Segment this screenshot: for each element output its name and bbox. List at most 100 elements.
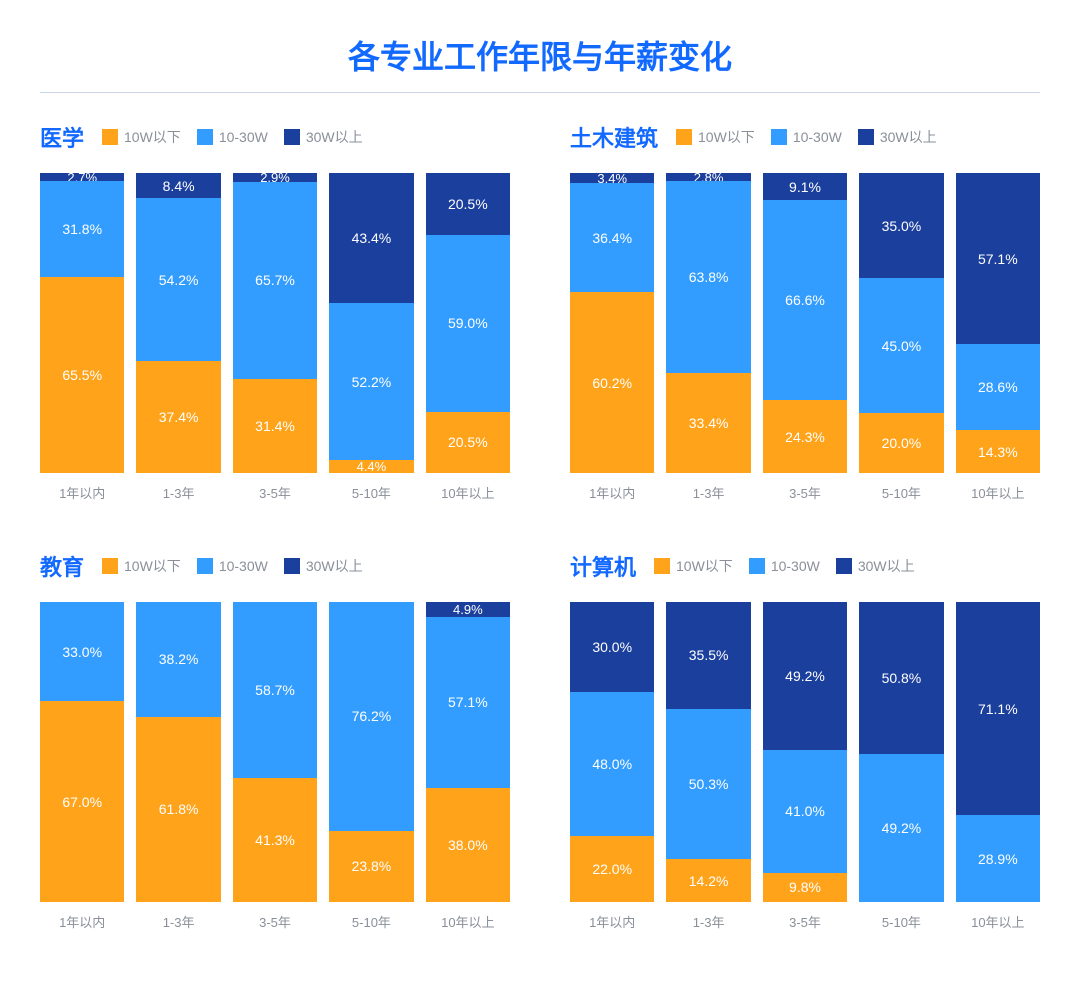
bar-column: 67.0%33.0%: [40, 602, 124, 902]
legend-label: 10-30W: [793, 129, 842, 145]
legend-swatch: [858, 129, 874, 145]
bar-segment-high: 20.5%: [426, 173, 510, 235]
chart-panel: 土木建筑10W以下10-30W30W以上60.2%36.4%3.4%33.4%6…: [570, 121, 1040, 502]
legend-label: 30W以上: [306, 127, 363, 147]
segment-value-label: 24.3%: [785, 429, 825, 445]
bar-column: 33.4%63.8%2.8%: [666, 173, 750, 473]
segment-value-label: 60.2%: [592, 375, 632, 391]
bar-segment-high: 8.4%: [136, 173, 220, 198]
segment-value-label: 4.4%: [357, 460, 387, 473]
bar-column: 61.8% 38.2%: [136, 602, 220, 902]
panel-header: 医学10W以下10-30W30W以上: [40, 121, 510, 153]
bar-segment-mid: 57.1%: [426, 617, 510, 788]
bar-segment-mid: 49.2%: [859, 754, 943, 902]
x-axis-label: 1-3年: [666, 912, 750, 931]
segment-value-label: 49.2%: [785, 668, 825, 684]
legend-label: 10W以下: [698, 127, 755, 147]
bar-segment-mid: 76.2%: [329, 602, 413, 831]
x-axis-label: 3-5年: [233, 912, 317, 931]
legend-item: 10-30W: [749, 558, 820, 574]
bar-column: 37.4%54.2%8.4%: [136, 173, 220, 473]
bar-column: 41.3% 58.7%: [233, 602, 317, 902]
bars-row: 60.2%36.4%3.4%33.4%63.8%2.8%24.3%66.6%9.…: [570, 173, 1040, 473]
legend-swatch: [676, 129, 692, 145]
segment-value-label: 30.0%: [592, 639, 632, 655]
bar-stack: 38.0% 57.1%4.9%: [426, 602, 510, 902]
bar-segment-low: 38.0%: [426, 788, 510, 902]
bar-segment-mid: 66.6%: [763, 200, 847, 400]
bar-segment-high: 30.0%: [570, 602, 654, 692]
bar-stack: 37.4%54.2%8.4%: [136, 173, 220, 473]
segment-value-label: 9.8%: [789, 879, 821, 895]
bar-segment-mid: 58.7%: [233, 602, 317, 778]
segment-value-label: 20.0%: [882, 435, 922, 451]
x-axis-label: 1年以内: [570, 483, 654, 502]
bar-segment-low: 65.5%: [40, 277, 124, 474]
bar-segment-mid: 28.9%: [956, 815, 1040, 902]
x-labels-row: 1年以内1-3年3-5年5-10年10年以上: [570, 912, 1040, 931]
bar-stack: 33.4%63.8%2.8%: [666, 173, 750, 473]
segment-value-label: 38.0%: [448, 837, 488, 853]
bars-row: 67.0%33.0% 61.8% 38.2% 41.3% 58.7%23.8%76.2%…: [40, 602, 510, 902]
bar-segment-mid: 54.2%: [136, 198, 220, 361]
bar-stack: 61.8% 38.2%: [136, 602, 220, 902]
x-axis-label: 5-10年: [859, 483, 943, 502]
segment-value-label: 49.2%: [882, 820, 922, 836]
segment-value-label: 31.4%: [255, 418, 295, 434]
bar-segment-high: 49.2%: [763, 602, 847, 750]
bar-segment-high: 35.0%: [859, 173, 943, 278]
bar-segment-low: 9.8%: [763, 873, 847, 902]
x-axis-label: 5-10年: [859, 912, 943, 931]
panel-title: 教育: [40, 550, 84, 582]
segment-value-label: 41.0%: [785, 803, 825, 819]
segment-value-label: 61.8%: [159, 801, 199, 817]
legend: 10W以下 10-30W 30W以上: [654, 556, 915, 576]
bar-stack: 20.0%45.0%35.0%: [859, 173, 943, 473]
legend-label: 30W以上: [858, 556, 915, 576]
segment-value-label: 41.3%: [255, 832, 295, 848]
bar-segment-high: 35.5%: [666, 602, 750, 709]
bar-column: 31.4%65.7%2.9%: [233, 173, 317, 473]
x-labels-row: 1年以内1-3年3-5年5-10年10年以上: [40, 912, 510, 931]
segment-value-label: 38.2%: [159, 651, 199, 667]
bar-stack: 20.5%59.0%20.5%: [426, 173, 510, 473]
legend-swatch: [836, 558, 852, 574]
bar-segment-mid: 48.0%: [570, 692, 654, 836]
x-axis-label: 10年以上: [426, 912, 510, 931]
bar-stack: 65.5%31.8%2.7%: [40, 173, 124, 473]
bar-column: 23.8%76.2%: [329, 602, 413, 902]
bar-segment-high: 2.8%: [666, 173, 750, 181]
panel-header: 教育10W以下10-30W30W以上: [40, 550, 510, 582]
segment-value-label: 22.0%: [592, 861, 632, 877]
segment-value-label: 71.1%: [978, 701, 1018, 717]
bar-column: 28.9% 71.1%: [956, 602, 1040, 902]
legend-swatch: [102, 129, 118, 145]
segment-value-label: 50.8%: [882, 670, 922, 686]
bar-column: 4.4% 52.2% 43.4%: [329, 173, 413, 473]
segment-value-label: 76.2%: [352, 708, 392, 724]
panel-header: 计算机10W以下10-30W30W以上: [570, 550, 1040, 582]
bar-column: 49.2% 50.8%: [859, 602, 943, 902]
bar-segment-low: 20.5%: [426, 412, 510, 474]
segment-value-label: 43.4%: [352, 230, 392, 246]
x-axis-label: 3-5年: [763, 483, 847, 502]
legend-label: 10-30W: [219, 129, 268, 145]
bar-segment-mid: 38.2%: [136, 602, 220, 717]
bar-segment-high: 2.7%: [40, 173, 124, 181]
segment-value-label: 20.5%: [448, 196, 488, 212]
bar-segment-mid: 33.0%: [40, 602, 124, 701]
bar-segment-high: 2.9%: [233, 173, 317, 182]
bar-segment-low: 14.2%: [666, 859, 750, 902]
bar-column: 60.2%36.4%3.4%: [570, 173, 654, 473]
bar-stack: 60.2%36.4%3.4%: [570, 173, 654, 473]
bar-stack: 67.0%33.0%: [40, 602, 124, 902]
bar-segment-low: 4.4%: [329, 460, 413, 473]
bar-stack: 14.2%50.3%35.5%: [666, 602, 750, 902]
legend-item: 10W以下: [654, 556, 733, 576]
bar-segment-low: 31.4%: [233, 379, 317, 473]
x-axis-label: 10年以上: [956, 912, 1040, 931]
segment-value-label: 52.2%: [352, 374, 392, 390]
bar-stack: 4.4% 52.2% 43.4%: [329, 173, 413, 473]
segment-value-label: 4.9%: [453, 602, 483, 617]
segment-value-label: 8.4%: [163, 178, 195, 194]
